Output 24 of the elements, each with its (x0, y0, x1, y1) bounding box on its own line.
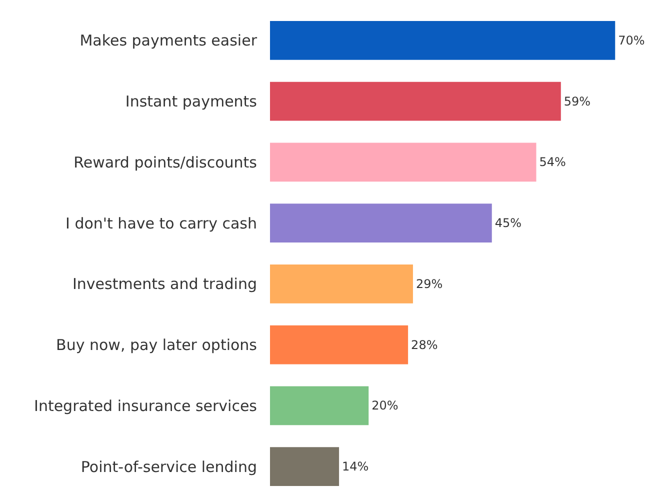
data-label: 20% (372, 398, 398, 413)
y-tick-label: I don't have to carry cash (66, 214, 257, 232)
data-label: 70% (618, 33, 645, 48)
y-tick-label: Makes payments easier (80, 32, 258, 50)
y-tick-label: Integrated insurance services (34, 396, 258, 415)
data-label: 59% (564, 94, 591, 108)
bar (270, 264, 413, 304)
y-tick-label: Instant payments (125, 92, 258, 111)
bar (270, 204, 492, 243)
bar (270, 20, 616, 60)
y-tick-label: Point-of-service lending (80, 458, 257, 476)
data-label: 14% (342, 460, 369, 474)
data-label: 54% (539, 155, 566, 170)
data-label: 28% (411, 338, 438, 352)
bar (270, 142, 536, 182)
bar (270, 386, 369, 426)
data-label: 29% (416, 276, 443, 291)
bar (270, 82, 561, 121)
y-tick-label: Investments and trading (72, 275, 257, 294)
y-tick-label: Buy now, pay later options (56, 336, 258, 354)
y-tick-label: Reward points/discounts (74, 153, 258, 172)
bar (270, 447, 340, 486)
data-label: 45% (494, 216, 522, 230)
bar (270, 325, 408, 364)
